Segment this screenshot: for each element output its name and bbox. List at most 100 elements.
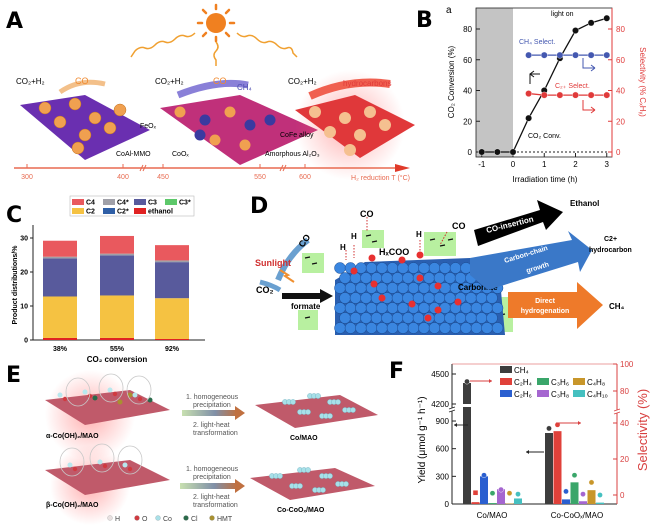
legend-label: ethanol (148, 209, 173, 216)
bar-segment-ethanol (155, 338, 189, 340)
data-point (603, 14, 611, 22)
y-tick-label: 20 (20, 270, 28, 277)
coox-label: CoOₓ (172, 151, 189, 158)
step1-label: 1. homogeneous (186, 466, 239, 473)
co-flow-arrow (58, 79, 106, 95)
nanoparticle (309, 106, 321, 118)
stage1-reactants: CO₂+H₂ (16, 77, 45, 86)
timeline-label: H₂ reduction T (°C) (351, 174, 410, 182)
bar-segment-C4 (43, 240, 77, 257)
legend-swatch (103, 199, 115, 205)
ligand-atom (127, 392, 133, 398)
bar-segment-C3 (155, 262, 189, 299)
panel-f-chart: Yield (μmol g⁻¹ h⁻¹) Selectivity (%) Co/… (417, 360, 650, 520)
y-tick-label: 60 (463, 56, 472, 65)
atom (381, 312, 393, 324)
legend-label: C₃H₈ (551, 390, 569, 399)
x-tick-label: 3 (605, 160, 610, 169)
panel-b-chart: a dark light on CH₄ Select. C₂₊ Select. … (446, 5, 647, 184)
atom (334, 302, 346, 314)
co-mao-slab (255, 395, 378, 428)
x-tick-label: 0 (511, 160, 516, 169)
ligand-atom (92, 395, 98, 401)
atom (418, 302, 430, 314)
y2-tick-label: 20 (616, 117, 625, 126)
sun-icon (196, 3, 236, 43)
panel-a: CO₂+H₂ CO CO₂+H₂ CO CH₄ CO₂+H₂ hydrocarb… (14, 3, 415, 182)
atom (381, 272, 393, 284)
atom (365, 262, 378, 274)
nanoparticle (68, 97, 82, 111)
y2-tick-label: 0 (620, 491, 625, 500)
x-tick-label: -1 (478, 160, 486, 169)
panel-label-b: B (416, 8, 433, 33)
left-axis-arrow-icon (529, 70, 540, 84)
atom (491, 322, 504, 334)
step2-label-2: transformation (193, 502, 238, 509)
data-point (587, 91, 595, 99)
co-atom (107, 387, 113, 393)
data-point (525, 90, 533, 97)
co-coox-cluster (277, 473, 283, 479)
bar-segment-ethanol (100, 337, 134, 340)
bar-segment-C3 (100, 255, 134, 296)
x-tick-label: 38% (53, 346, 68, 353)
carbon-chain-arrow (470, 231, 592, 290)
co-coox-cluster (305, 467, 311, 473)
bar-CH₄ (545, 433, 553, 504)
o-atom (137, 396, 143, 402)
direct-label: Direct (535, 298, 556, 305)
bar-segment-C3 (43, 258, 77, 297)
adsorbate-mark (371, 240, 378, 243)
active-site (350, 267, 358, 275)
atom (475, 292, 488, 304)
atom (386, 322, 399, 334)
atom (444, 292, 456, 304)
o-atom (102, 463, 108, 469)
atom (349, 312, 362, 324)
nanoparticle (244, 119, 256, 131)
nanoparticle (224, 106, 236, 118)
legend-box (69, 195, 195, 217)
step2-label: 2. light-heat (193, 422, 230, 429)
right-axis-arrow-icon-head (578, 421, 581, 425)
direct-hydrogenation-arrow (508, 282, 603, 329)
co-label-right: CO (452, 221, 466, 231)
cofe-slab (295, 95, 415, 158)
atom (344, 322, 357, 334)
panel-d-diagram: CO CO CO H H H H HₓCOO Sunlight CO₂ form… (255, 199, 632, 335)
temperature-timeline (14, 164, 410, 172)
nanoparticle (339, 112, 351, 124)
data-point (572, 91, 579, 99)
atom (454, 312, 467, 324)
atom (439, 302, 451, 314)
beta-label: β-Co(OH)₂/MAO (46, 502, 99, 509)
legend-swatch (537, 378, 549, 385)
bar-C₃H₈ (579, 501, 587, 504)
y-tick-label: 80 (463, 25, 472, 34)
panel-label-c: C (6, 203, 22, 228)
adsorbate-mark (447, 238, 454, 241)
atom (376, 262, 388, 274)
y2-axis-label: Selectivity (%) (635, 389, 650, 471)
atom (481, 322, 493, 334)
atom (360, 292, 372, 304)
data-point (556, 51, 564, 59)
step2-label: 2. light-heat (193, 494, 230, 501)
o-atom (72, 466, 78, 472)
stage3-reactants: CO₂+H₂ (288, 77, 317, 86)
atom (465, 312, 477, 324)
bar-C₂H₄ (471, 502, 480, 504)
bar-C₄H₁₀ (596, 502, 604, 504)
atom (365, 302, 378, 314)
timeline-tick: 400 (117, 174, 129, 181)
legend-swatch (573, 390, 585, 397)
atom (428, 262, 441, 274)
legend-label: C2* (117, 209, 129, 216)
co-atom (97, 459, 103, 465)
legend-label: C3 (148, 200, 157, 207)
atom (355, 302, 367, 314)
o-atom (127, 466, 133, 472)
series-label-conv: CO₂ Conv. (528, 133, 561, 140)
